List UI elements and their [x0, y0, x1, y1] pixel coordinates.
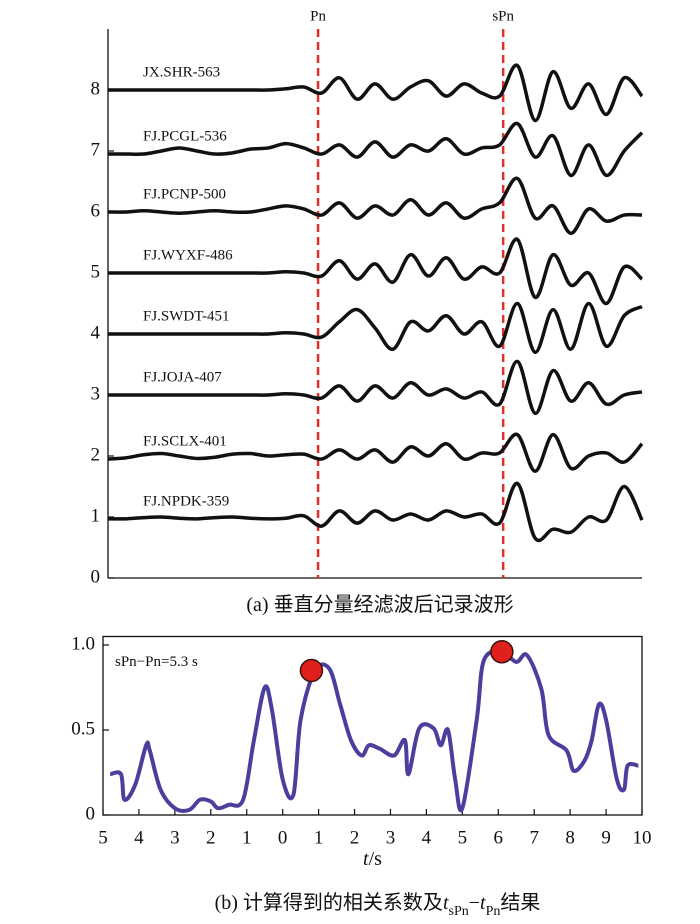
- x-tick-label: 3: [170, 827, 180, 848]
- caption-part: (a) 垂直分量经滤波后记录波形: [246, 593, 513, 616]
- waveform: [107, 481, 644, 543]
- y-tick-label: 8: [91, 78, 101, 99]
- correlation-line: [109, 649, 639, 813]
- phase-label: sPn: [492, 8, 514, 24]
- station-label: JX.SHR-563: [143, 64, 220, 80]
- y-tick-label: 5: [91, 261, 101, 282]
- y-tick-label: 4: [91, 322, 101, 343]
- caption-part: Pn: [486, 904, 501, 919]
- caption-part: t: [480, 892, 486, 914]
- waveform: [108, 301, 643, 355]
- caption-part: t: [443, 892, 449, 914]
- caption-part: (b) 计算得到的相关系数及: [215, 891, 443, 914]
- y-tick-label: 7: [91, 139, 101, 160]
- station-label: FJ.WYXF-486: [143, 247, 233, 263]
- annotation: sPn−Pn=5.3 s: [115, 654, 198, 670]
- waveform: [108, 63, 644, 123]
- x-tick-label: 0: [278, 827, 288, 848]
- x-tick-label: 6: [494, 827, 504, 848]
- y-tick-label: 0: [86, 803, 96, 824]
- x-tick-label: 4: [422, 827, 432, 848]
- x-tick-label: 10: [633, 827, 652, 848]
- y-tick-label: 1.0: [71, 633, 95, 654]
- x-tick-label: 1: [242, 827, 252, 848]
- y-tick-label: 6: [91, 200, 101, 221]
- waveform: [107, 176, 643, 236]
- x-tick-label: 5: [458, 827, 468, 848]
- x-tick-label: 5: [98, 827, 108, 848]
- phase-label: Pn: [310, 8, 326, 24]
- peak-point: [490, 640, 514, 664]
- caption-part: 结果: [500, 891, 540, 914]
- caption-part: t: [363, 848, 369, 870]
- waveform: [107, 432, 644, 473]
- caption: (a) 垂直分量经滤波后记录波形: [246, 593, 513, 616]
- station-label: FJ.JOJA-407: [143, 369, 222, 385]
- caption: t/s: [363, 848, 382, 870]
- x-tick-label: 1: [314, 827, 324, 848]
- y-tick-label: 0: [91, 566, 101, 587]
- station-label: FJ.SWDT-451: [143, 308, 230, 324]
- y-tick-label: 2: [91, 444, 101, 465]
- x-tick-label: 4: [134, 827, 144, 848]
- peak-point: [299, 658, 324, 683]
- x-tick-label: 7: [529, 827, 539, 848]
- y-tick-label: 0.5: [71, 718, 95, 739]
- waveform: [107, 121, 644, 178]
- x-tick-label: 3: [386, 827, 396, 848]
- y-tick-label: 3: [91, 383, 101, 404]
- waveform: [108, 237, 644, 306]
- caption: (b) 计算得到的相关系数及tsPn−tPn结果: [215, 891, 541, 919]
- caption-part: sPn: [449, 904, 469, 919]
- x-tick-label: 2: [206, 827, 216, 848]
- x-tick-label: 2: [350, 827, 360, 848]
- caption-part: −: [469, 892, 480, 914]
- caption-part: /s: [369, 848, 383, 870]
- waveform: [107, 359, 643, 416]
- x-tick-label: 9: [601, 827, 611, 848]
- plot-frame: [102, 635, 643, 816]
- station-label: FJ.NPDK-359: [143, 493, 229, 509]
- station-label: FJ.PCNP-500: [143, 186, 226, 202]
- station-label: FJ.PCGL-536: [143, 128, 227, 144]
- y-tick-label: 1: [91, 505, 101, 526]
- station-label: FJ.SCLX-401: [143, 433, 227, 449]
- x-tick-label: 8: [565, 827, 575, 848]
